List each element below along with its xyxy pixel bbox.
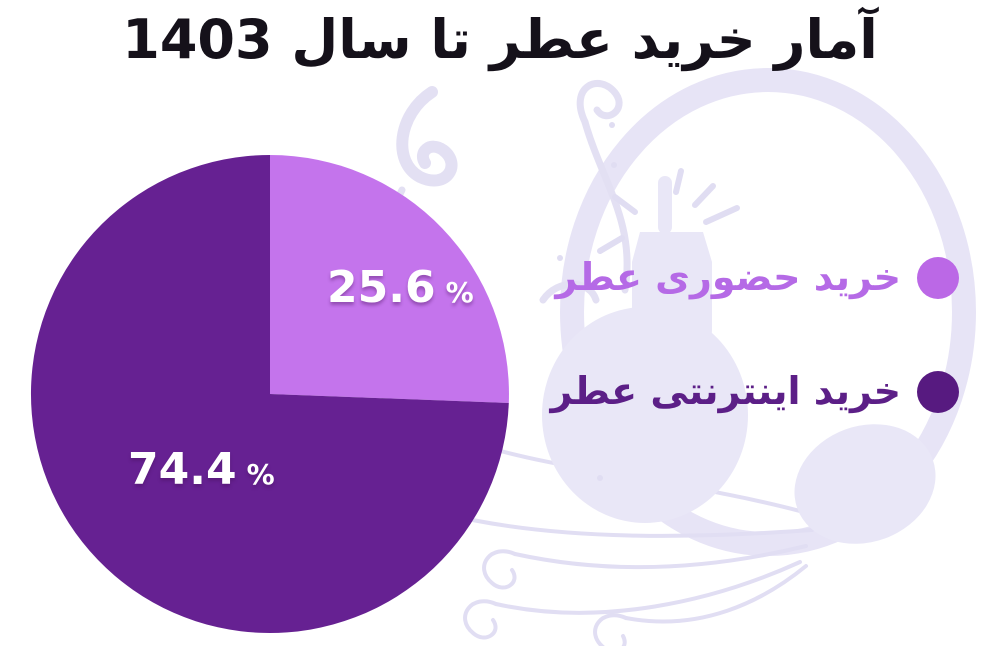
- curl-left-big: [396, 86, 458, 187]
- speckle-dots: [557, 122, 617, 481]
- value-label-in-person: 25.6 %: [327, 266, 474, 310]
- pie-slice-in-person: [270, 155, 509, 403]
- pump-stem: [658, 176, 672, 234]
- loop-swirl: [560, 68, 976, 556]
- legend-dot: [917, 370, 959, 413]
- value-in-person: 25.6: [327, 262, 436, 313]
- curl-bottom-center: [539, 280, 600, 304]
- side-blob: [794, 424, 936, 544]
- spray-burst: [597, 168, 740, 254]
- pie-slice-online: [30, 154, 509, 634]
- legend-dot: [917, 256, 959, 299]
- percent-sign: %: [445, 276, 474, 309]
- curl-top: [576, 80, 623, 126]
- chart-title: آمار خرید عطر تا سال 1403: [122, 8, 878, 71]
- percent-sign: %: [246, 458, 275, 491]
- curl-tail: [581, 118, 631, 294]
- legend-item-label: خرید اینترنتی عطر: [550, 369, 902, 413]
- legend-item-online: خرید اینترنتی عطر: [550, 369, 959, 415]
- value-label-online: 74.4 %: [128, 448, 275, 492]
- legend-item-label: خرید حضوری عطر: [555, 255, 901, 299]
- legend-item-in-person: خرید حضوری عطر: [555, 255, 959, 301]
- bottle-body: [542, 307, 748, 523]
- bottle-body-group: [542, 176, 936, 544]
- value-online: 74.4: [128, 444, 237, 495]
